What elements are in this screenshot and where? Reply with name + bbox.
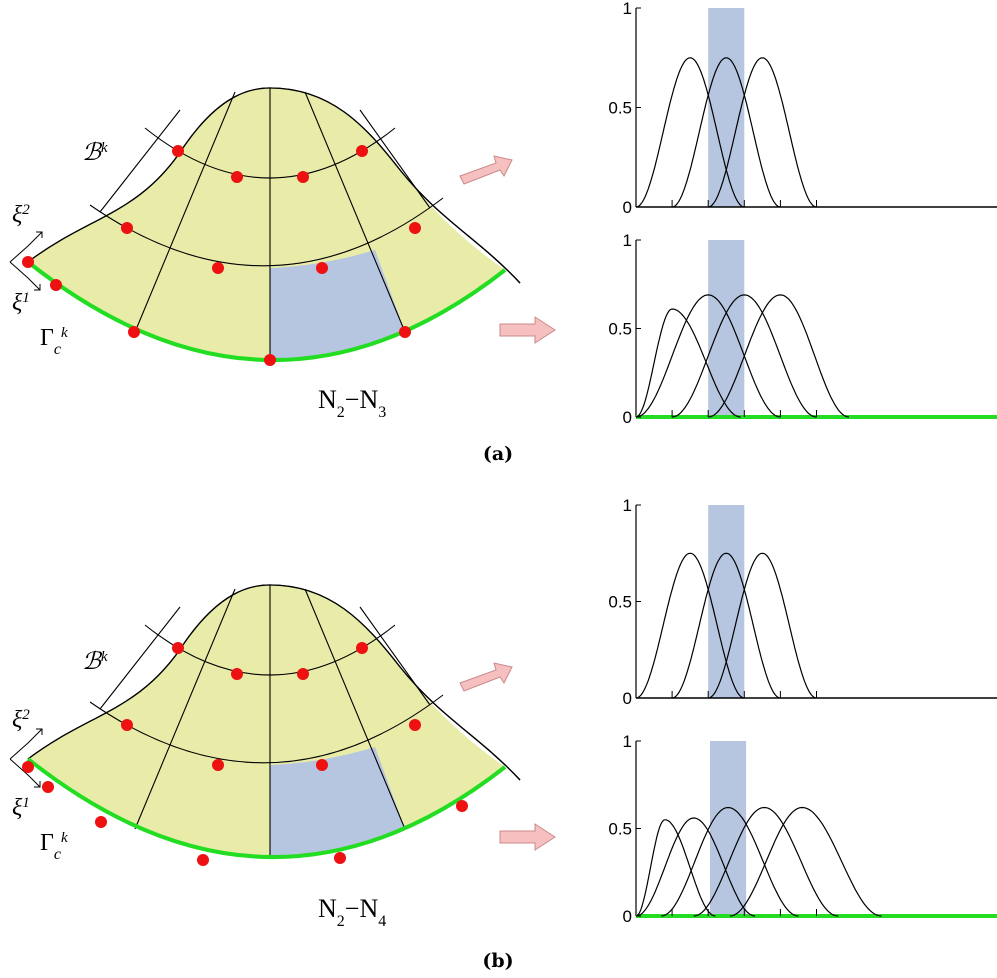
body-label-part: k	[101, 649, 108, 665]
xi1-label-part: 1	[22, 795, 30, 811]
xi2-label: ξ2	[12, 707, 30, 733]
basis-curve	[636, 820, 715, 916]
y-tick-label: 0.5	[608, 99, 632, 118]
y-tick-label: 1	[623, 732, 632, 751]
node-range-label-part: N	[359, 385, 378, 414]
xi2-label: ξ2	[12, 202, 30, 228]
diagram-a	[10, 88, 555, 366]
y-tick-label: 0.5	[608, 593, 632, 612]
node-range-label-part: −	[345, 894, 360, 923]
body-label: ℬk	[82, 649, 108, 675]
node-range-label-part: N	[359, 894, 378, 923]
xi1-label: ξ1	[12, 290, 30, 316]
caption: (b)	[482, 950, 513, 972]
node-range-label-part: 3	[378, 404, 386, 421]
y-tick-label: 0.5	[608, 820, 632, 839]
body-label-part: k	[101, 140, 108, 156]
gamma-label-part: k	[61, 830, 68, 846]
body-label-part: ℬ	[82, 649, 103, 675]
y-tick-label: 1	[623, 231, 632, 250]
body-label: ℬk	[82, 140, 108, 166]
gamma-label: Γck	[40, 325, 68, 358]
y-tick-label: 1	[623, 496, 632, 515]
y-tick-label: 0	[623, 408, 632, 427]
plot: 00.51	[608, 0, 997, 217]
node-range-label-part: N	[318, 894, 337, 923]
highlight-band	[708, 240, 744, 417]
figure: ℬkξ2ξ1ΓckN2−N3(a)00.5100.51ℬkξ2ξ1ΓckN2−N…	[0, 0, 997, 978]
highlight-band	[708, 505, 744, 698]
node-range-label-part: 2	[337, 913, 345, 930]
gamma-label: Γck	[40, 830, 68, 863]
y-tick-label: 0	[623, 689, 632, 708]
basis-curve	[730, 808, 882, 917]
xi2-label-part: 2	[22, 707, 30, 723]
body-label-part: ℬ	[82, 140, 103, 166]
y-tick-label: 0	[623, 198, 632, 217]
plot: 00.51	[608, 231, 997, 427]
gamma-label-part: Γ	[40, 325, 54, 351]
node-range-label-part: 4	[378, 913, 386, 930]
plot: 00.51	[608, 732, 997, 926]
caption: (a)	[483, 443, 513, 465]
gamma-label-part: c	[54, 846, 61, 863]
xi1-label-part: 1	[22, 290, 30, 306]
y-tick-label: 0	[623, 907, 632, 926]
node-range-label: N2−N3	[318, 385, 386, 421]
node-range-label: N2−N4	[318, 894, 386, 930]
highlight-band	[710, 741, 746, 916]
highlight-band	[708, 8, 744, 207]
xi1-label: ξ1	[12, 795, 30, 821]
gamma-label-part: c	[54, 341, 61, 358]
node-range-label-part: −	[345, 385, 360, 414]
y-tick-label: 1	[623, 0, 632, 18]
gamma-label-part: k	[61, 325, 68, 341]
xi2-label-part: 2	[22, 202, 30, 218]
plot: 00.51	[608, 496, 997, 708]
y-tick-label: 0.5	[608, 320, 632, 339]
diagram-b	[10, 585, 555, 866]
node-range-label-part: 2	[337, 404, 345, 421]
node-range-label-part: N	[318, 385, 337, 414]
gamma-label-part: Γ	[40, 830, 54, 856]
